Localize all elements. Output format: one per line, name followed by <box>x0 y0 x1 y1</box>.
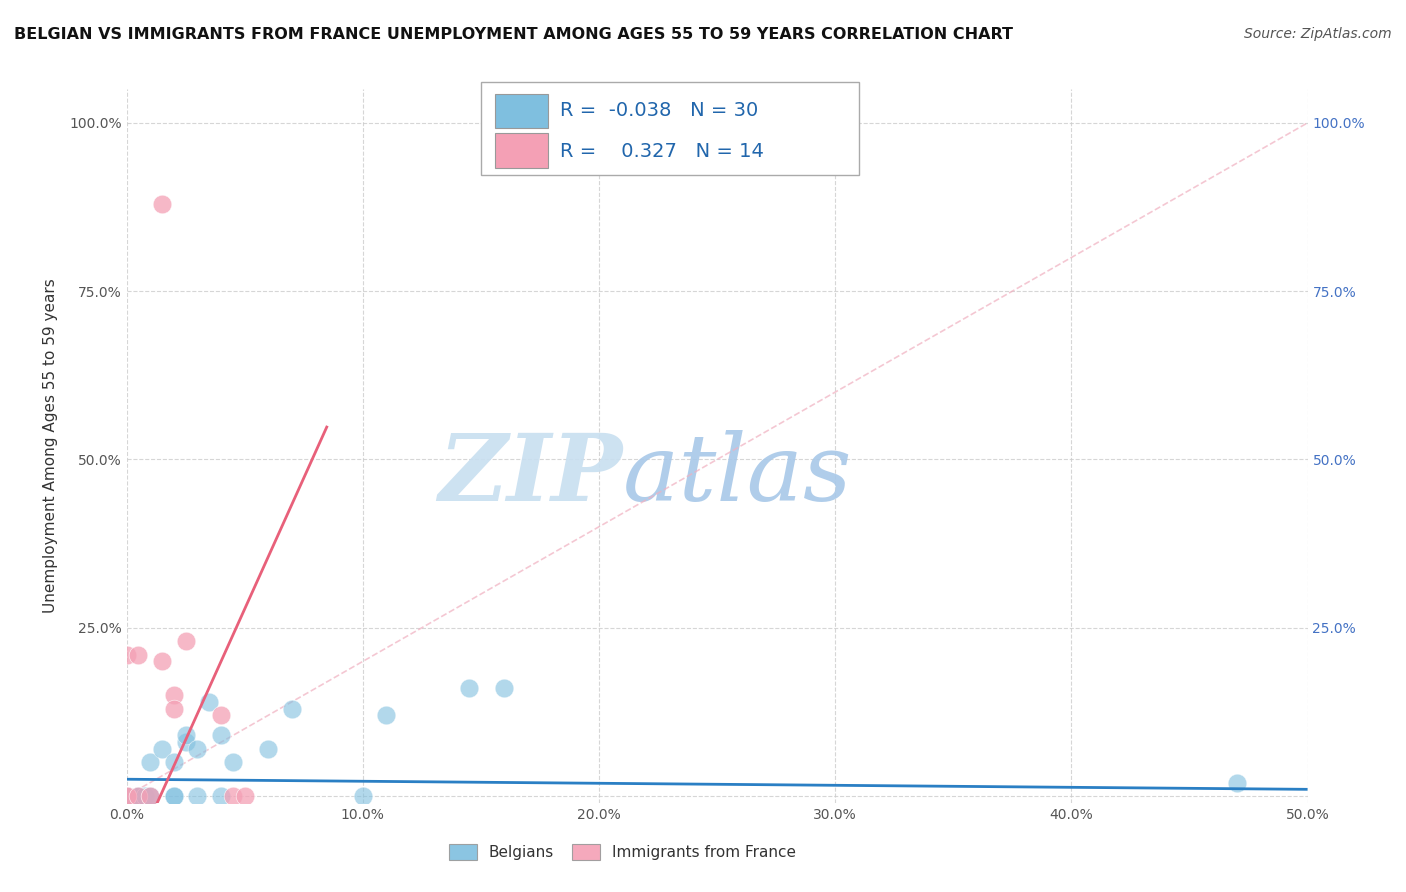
Point <box>222 789 245 803</box>
Point <box>150 655 173 669</box>
Text: atlas: atlas <box>623 430 852 519</box>
Point <box>134 789 156 803</box>
Point <box>375 708 398 723</box>
Point <box>139 789 162 803</box>
Point <box>115 789 138 803</box>
Point <box>281 701 304 715</box>
Point <box>222 756 245 770</box>
Y-axis label: Unemployment Among Ages 55 to 59 years: Unemployment Among Ages 55 to 59 years <box>44 278 58 614</box>
Point <box>115 789 138 803</box>
Text: BELGIAN VS IMMIGRANTS FROM FRANCE UNEMPLOYMENT AMONG AGES 55 TO 59 YEARS CORRELA: BELGIAN VS IMMIGRANTS FROM FRANCE UNEMPL… <box>14 27 1014 42</box>
Point <box>209 789 232 803</box>
Text: Source: ZipAtlas.com: Source: ZipAtlas.com <box>1244 27 1392 41</box>
Point <box>209 708 232 723</box>
Point <box>163 789 186 803</box>
Point <box>163 756 186 770</box>
Text: ZIP: ZIP <box>439 430 623 519</box>
FancyBboxPatch shape <box>481 82 859 175</box>
FancyBboxPatch shape <box>495 134 548 168</box>
Point <box>494 681 516 696</box>
Point <box>163 688 186 702</box>
Point <box>174 634 197 648</box>
Point <box>127 789 149 803</box>
Point <box>127 789 149 803</box>
Point <box>127 648 149 662</box>
Point <box>174 735 197 749</box>
Point <box>115 789 138 803</box>
Legend: Belgians, Immigrants from France: Belgians, Immigrants from France <box>443 838 803 866</box>
Point <box>186 789 208 803</box>
Point <box>115 789 138 803</box>
Text: R =  -0.038   N = 30: R = -0.038 N = 30 <box>560 101 758 120</box>
Point <box>257 742 280 756</box>
Point <box>352 789 374 803</box>
Point <box>127 789 149 803</box>
Point <box>186 742 208 756</box>
Point <box>163 789 186 803</box>
Point <box>163 701 186 715</box>
Point <box>458 681 481 696</box>
Point <box>139 789 162 803</box>
Point <box>127 789 149 803</box>
Point <box>139 789 162 803</box>
Point <box>115 789 138 803</box>
Point <box>233 789 256 803</box>
FancyBboxPatch shape <box>495 95 548 128</box>
Point <box>174 729 197 743</box>
Point <box>198 695 221 709</box>
Point <box>209 729 232 743</box>
Point <box>1226 775 1249 789</box>
Text: R =    0.327   N = 14: R = 0.327 N = 14 <box>560 142 763 161</box>
Point <box>150 742 173 756</box>
Point <box>139 756 162 770</box>
Point <box>115 648 138 662</box>
Point <box>115 789 138 803</box>
Point <box>150 196 173 211</box>
